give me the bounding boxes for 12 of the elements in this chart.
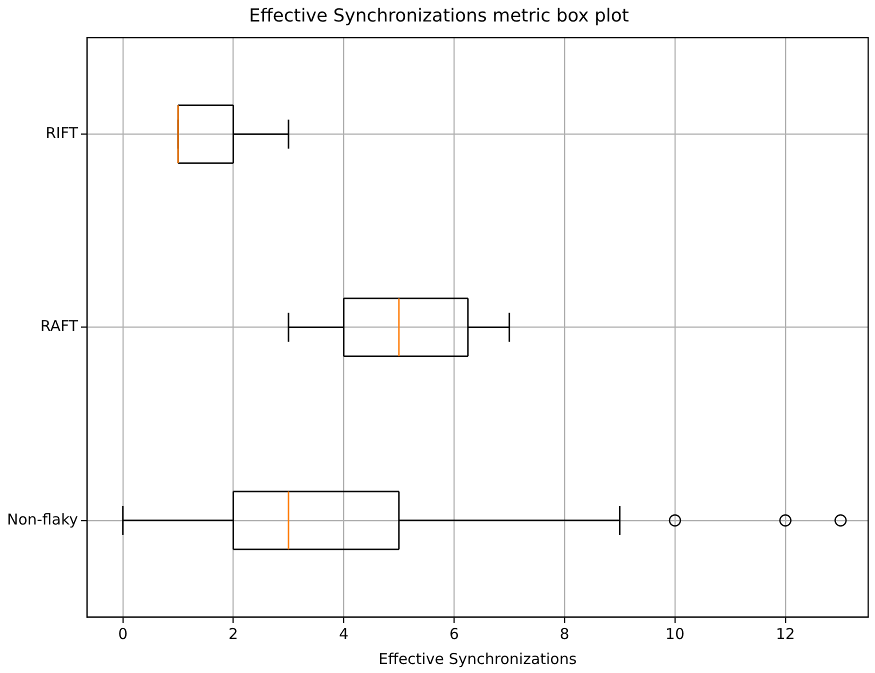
y-tick-label: RAFT — [40, 317, 79, 336]
x-tick-label: 8 — [560, 624, 570, 643]
y-tick-label: Non-flaky — [6, 510, 78, 528]
chart-title: Effective Synchronizations metric box plot — [249, 5, 629, 26]
x-tick-label: 2 — [228, 624, 238, 643]
x-tick-label: 10 — [665, 624, 685, 643]
x-tick-label: 0 — [118, 624, 128, 643]
x-tick-label: 6 — [449, 624, 459, 643]
x-tick-label: 4 — [338, 624, 348, 643]
x-tick-label: 12 — [776, 624, 795, 643]
x-axis-title: Effective Synchronizations — [378, 650, 577, 668]
y-tick-label: RIFT — [46, 124, 79, 142]
